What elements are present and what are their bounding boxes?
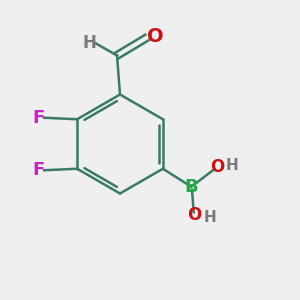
Text: O: O — [187, 206, 202, 224]
Text: H: H — [82, 34, 96, 52]
Text: F: F — [33, 109, 45, 127]
Text: H: H — [204, 210, 216, 225]
Text: O: O — [210, 158, 224, 176]
Text: O: O — [147, 27, 164, 46]
Text: F: F — [33, 161, 45, 179]
Text: H: H — [226, 158, 239, 173]
Text: B: B — [184, 178, 198, 196]
